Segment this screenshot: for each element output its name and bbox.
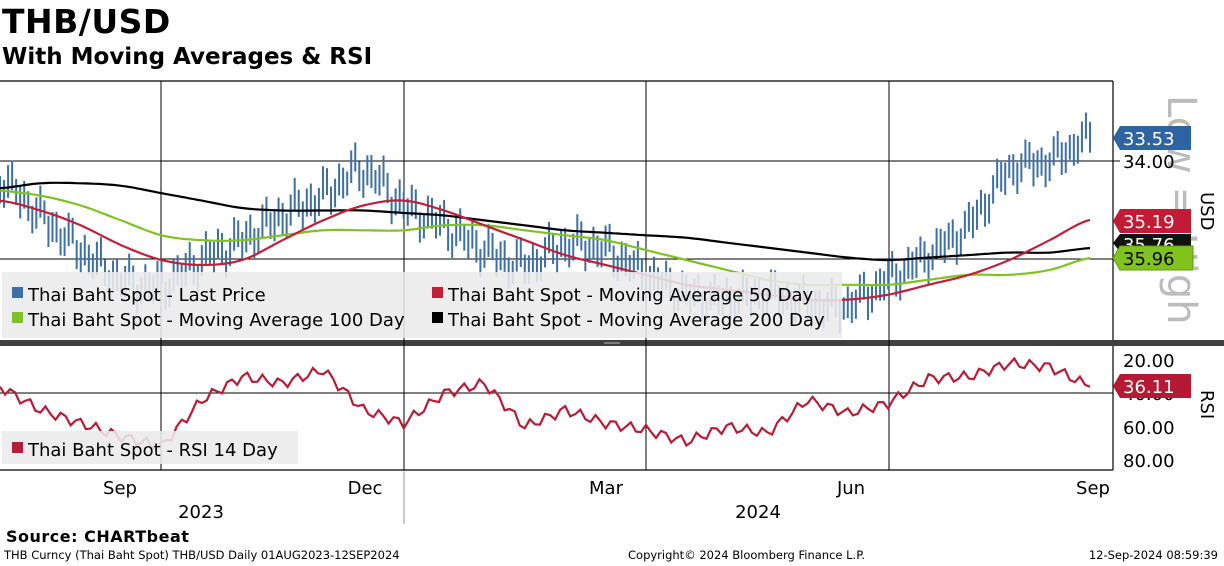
x-tick-label-sep23: Sep bbox=[103, 478, 137, 499]
legend-label-ma100: Thai Baht Spot - Moving Average 100 Day bbox=[27, 310, 405, 331]
x-axis: Sep Dec Mar Jun Sep 2023 2024 bbox=[103, 471, 1110, 524]
tag-rsi: 36.11 bbox=[1113, 374, 1191, 398]
legend-label-price: Thai Baht Spot - Last Price bbox=[27, 285, 266, 306]
tag-ma100-value: 35.96 bbox=[1123, 249, 1175, 270]
rsi-tick-label-20: 20.00 bbox=[1123, 351, 1175, 372]
legend-label-ma200: Thai Baht Spot - Moving Average 200 Day bbox=[447, 310, 825, 331]
footer-copyright: Copyright© 2024 Bloomberg Finance L.P. bbox=[628, 548, 865, 562]
footer-timestamp: 12-Sep-2024 08:59:39 bbox=[1088, 548, 1218, 562]
y-axis-title-rsi: RSI bbox=[1196, 390, 1217, 419]
x-tick-label-jun: Jun bbox=[836, 478, 865, 499]
price-legend-box bbox=[2, 272, 842, 338]
footer-ticker-info: THB Curncy (Thai Baht Spot) THB/USD Dail… bbox=[4, 548, 400, 562]
tag-ma100: 35.96 bbox=[1112, 245, 1194, 271]
tag-price: 33.53 bbox=[1113, 126, 1191, 150]
chart-subtitle: With Moving Averages & RSI bbox=[2, 44, 373, 70]
rsi-tick-label-80: 80.00 bbox=[1123, 451, 1175, 472]
x-tick-label-dec: Dec bbox=[348, 478, 383, 499]
rsi-legend-box bbox=[2, 431, 298, 464]
chart-frame bbox=[0, 80, 1224, 471]
legend-swatch-ma200 bbox=[432, 312, 443, 323]
rsi-line-group bbox=[0, 356, 1091, 451]
tag-price-value: 33.53 bbox=[1123, 129, 1175, 150]
x-year-label-2023: 2023 bbox=[178, 502, 224, 523]
legend-label-rsi: Thai Baht Spot - RSI 14 Day bbox=[27, 440, 278, 461]
ma50-line bbox=[0, 199, 1091, 302]
x-year-label-2024: 2024 bbox=[735, 502, 781, 523]
rsi-legend: Thai Baht Spot - RSI 14 Day bbox=[2, 431, 298, 464]
y-axis-title-usd: USD bbox=[1196, 192, 1217, 230]
y-tick-label-34: 34.00 bbox=[1123, 152, 1175, 173]
tag-ma50: 35.19 bbox=[1113, 209, 1191, 233]
ma200-line bbox=[0, 181, 1091, 262]
legend-swatch-ma50 bbox=[432, 287, 443, 298]
legend-swatch-rsi bbox=[12, 442, 23, 453]
rsi-line bbox=[0, 356, 1091, 451]
x-tick-label-mar: Mar bbox=[589, 478, 624, 499]
rsi-tick-label-60: 60.00 bbox=[1123, 418, 1175, 439]
legend-label-ma50: Thai Baht Spot - Moving Average 50 Day bbox=[447, 285, 813, 306]
moving-average-lines bbox=[0, 181, 1091, 302]
tag-rsi-value: 36.11 bbox=[1123, 377, 1175, 398]
legend-swatch-ma100 bbox=[12, 312, 23, 323]
ma100-line bbox=[0, 189, 1091, 287]
x-tick-label-sep24: Sep bbox=[1076, 478, 1110, 499]
tag-ma50-value: 35.19 bbox=[1123, 212, 1175, 233]
price-legend: Thai Baht Spot - Last Price Thai Baht Sp… bbox=[2, 272, 842, 338]
chart-title: THB/USD bbox=[2, 2, 171, 41]
last-value-tags: 35.76 33.53 35.19 35.96 36.11 bbox=[1112, 126, 1194, 398]
source-note: Source: CHARTbeat bbox=[6, 527, 190, 546]
legend-swatch-price bbox=[12, 287, 23, 298]
